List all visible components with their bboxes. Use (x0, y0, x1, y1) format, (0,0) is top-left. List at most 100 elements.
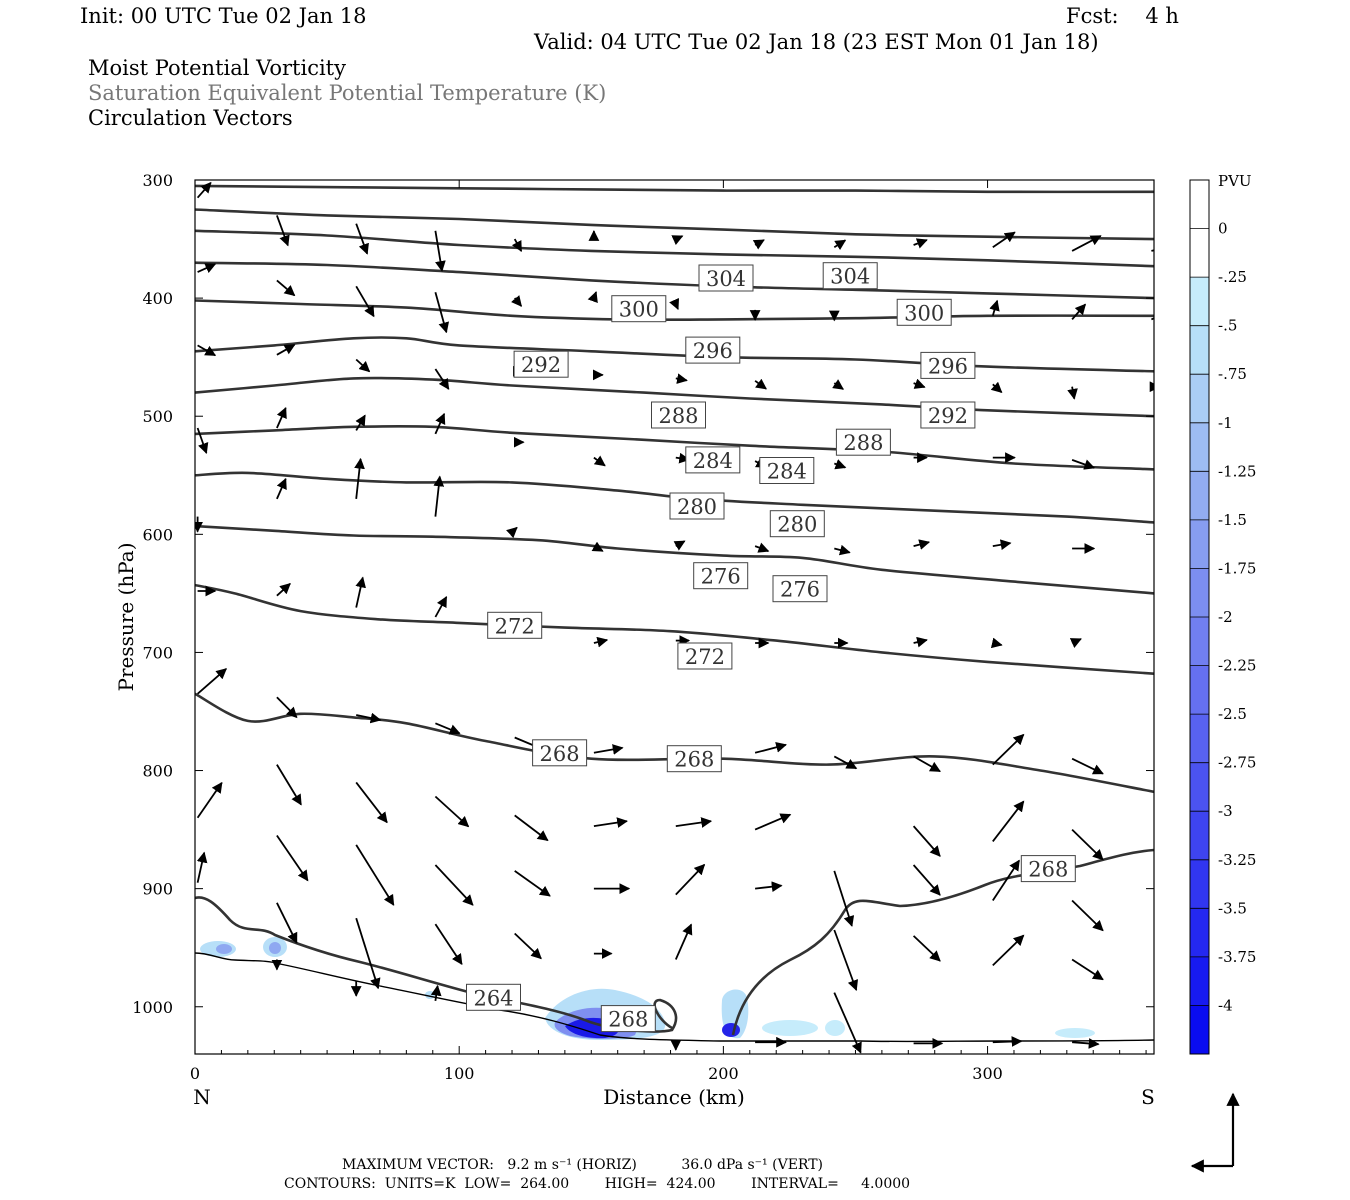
circulation-vector (434, 596, 448, 618)
colorbar-segment (1190, 665, 1209, 715)
circulation-vector (912, 825, 941, 857)
y-tick-label: 500 (142, 407, 173, 426)
contour-label: 292 (920, 401, 976, 429)
contour-label-text: 268 (674, 748, 714, 772)
contour-label-box (822, 262, 878, 290)
contour-line-296 (195, 229, 1154, 268)
circulation-vector (674, 923, 693, 960)
contour-line-276 (195, 424, 1154, 471)
contour-label-text: 292 (521, 353, 561, 377)
circulation-vector (990, 637, 1003, 649)
contour-label-text: 300 (904, 301, 944, 325)
circulation-vector (434, 230, 446, 272)
contour-label-box (487, 611, 543, 639)
valid-time: Valid: 04 UTC Tue 02 Jan 18 (23 EST Mon … (534, 30, 1099, 54)
circulation-vector (675, 373, 688, 384)
contour-label-box (693, 562, 749, 590)
circulation-vector (992, 1036, 1023, 1047)
contour-line-288 (195, 299, 1154, 322)
circulation-vector (276, 407, 287, 429)
x-tick-label: 300 (972, 1064, 1003, 1083)
contour-label-box (651, 401, 706, 429)
circulation-vector (754, 378, 767, 390)
plot-frame (194, 179, 1155, 1055)
circulation-vector (276, 582, 291, 597)
contour-label: 296 (920, 351, 976, 379)
contour-label: 276 (693, 562, 749, 590)
contour-label-box (698, 264, 754, 292)
circulation-vector (196, 851, 208, 883)
circulation-vector (833, 870, 855, 927)
contour-label-text: 284 (693, 449, 733, 473)
contour-label-box (666, 745, 722, 773)
contour-label: 280 (769, 510, 825, 538)
contour-label-text: 276 (780, 578, 820, 602)
colorbar-tick-label: -.5 (1218, 317, 1237, 335)
contour-label: 300 (896, 298, 952, 326)
contour-line-264 (195, 583, 1154, 675)
circulation-vector (197, 668, 228, 695)
contour-label-box (669, 492, 725, 520)
circulation-vector (832, 379, 844, 390)
contour-label-text: 264 (473, 986, 513, 1010)
mpv-patch (762, 1020, 818, 1036)
mpv-patch (1055, 1028, 1095, 1038)
mpv-patch (269, 942, 281, 954)
circulation-vector (434, 795, 470, 828)
contour-line-284 (195, 336, 1154, 373)
circulation-vector (992, 733, 1025, 766)
contour-label-text: 280 (777, 513, 817, 537)
circulation-vector (669, 297, 680, 310)
contour-label-box (513, 350, 569, 378)
colorbar-segment (1190, 714, 1209, 764)
contour-label: 272 (677, 642, 733, 670)
circulation-vector (1067, 386, 1078, 400)
colorbar-tick-label: -2.75 (1218, 754, 1256, 772)
circulation-vector (833, 992, 862, 1054)
contour-labels: 304 304 300 300 296 296 292 292 288 288 284 284 280 2… (466, 262, 1076, 1033)
circulation-vector (833, 929, 859, 992)
circulation-vector (1071, 459, 1096, 470)
contour-label-text: 304 (830, 265, 870, 289)
circulation-vector (276, 279, 296, 297)
colorbar-segment (1190, 617, 1209, 667)
circulation-vector (912, 935, 941, 962)
circulation-vector (355, 917, 381, 990)
y-tick-label: 700 (142, 643, 173, 662)
circulation-vector (754, 742, 787, 754)
contour-label-text: 296 (693, 339, 733, 363)
colorbar-tick-label: -3 (1218, 802, 1233, 820)
x-tick-label: 200 (708, 1064, 739, 1083)
colorbar-tick-label: -3.25 (1218, 851, 1256, 869)
contour-label-text: 296 (928, 354, 968, 378)
colorbar-tick-label: -.25 (1218, 268, 1247, 286)
circulation-vector (355, 844, 395, 906)
circulation-vector (1071, 828, 1104, 861)
contour-label-box (611, 295, 667, 323)
circulation-vector (1071, 958, 1104, 981)
contour-label: 272 (487, 611, 543, 639)
circulation-vector (514, 814, 549, 842)
circulation-vector (276, 344, 296, 356)
colorbar-tick-label: -1 (1218, 414, 1233, 432)
circulation-vector (510, 295, 522, 307)
circulation-vector (992, 539, 1012, 551)
contour-label-box (896, 298, 952, 326)
contour-label-text: 272 (495, 614, 535, 638)
terrain-line (194, 952, 1155, 1043)
colorbar-tick-label: 0 (1218, 220, 1228, 238)
colorbar-segment (1190, 908, 1209, 958)
colorbar-segment (1190, 811, 1209, 861)
contour-label: 276 (772, 575, 828, 603)
circulation-vector (276, 834, 309, 882)
colorbar-segment (1190, 471, 1209, 521)
circulation-vector (913, 539, 931, 550)
contour-label-text: 268 (608, 1008, 648, 1032)
circulation-vector (355, 414, 366, 431)
mpv-patch (825, 1020, 845, 1036)
circulation-vector (992, 800, 1025, 842)
circulation-vector (434, 923, 463, 966)
circulation-vector (355, 358, 371, 373)
contour-label: 284 (685, 446, 741, 474)
